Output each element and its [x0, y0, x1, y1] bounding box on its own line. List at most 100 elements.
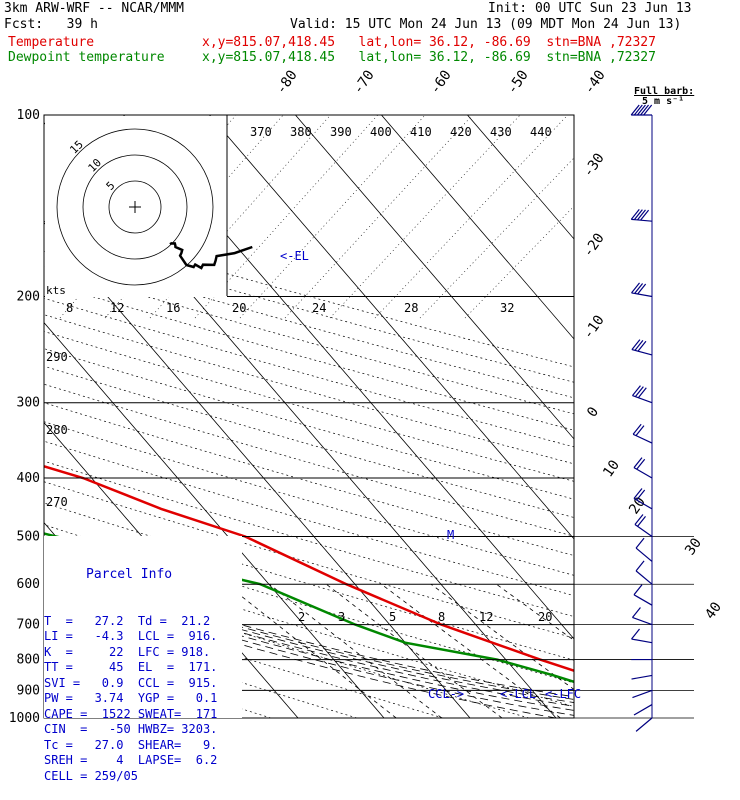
temperature-profile	[44, 464, 574, 673]
mixing-ratio-line	[269, 583, 442, 718]
hodograph-speed-label: 16	[166, 301, 180, 315]
hodograph-speed-line	[239, 115, 426, 319]
hodograph-speed-label: 32	[500, 301, 514, 315]
pressure-tick-label: 400	[17, 471, 40, 486]
temperature-location: x,y=815.07,418.45 lat,lon= 36.12, -86.69…	[202, 35, 656, 50]
theta-label: 440	[530, 125, 552, 139]
wind-barb-flag	[637, 283, 647, 295]
mixing-ratio-label: 3	[338, 610, 345, 624]
parcel-info-row: SVI = 0.9 CCL = 915.	[44, 675, 218, 690]
dewpoint-legend: Dewpoint temperature	[8, 50, 165, 65]
valid-time: Valid: 15 UTC Mon 24 Jun 13 (09 MDT Mon …	[290, 17, 682, 32]
wind-barb	[635, 717, 653, 732]
dry-adiabat-line	[44, 221, 574, 368]
parcel-info-row: T = 27.2 Td = 21.2	[44, 613, 211, 628]
wind-barb-flag	[634, 283, 644, 294]
wind-barb-flag	[631, 385, 641, 396]
dry-adiabat-line	[44, 546, 574, 707]
wind-barb-flag	[635, 425, 645, 436]
parcel-info-row: CAPE = 1522 SWEAT= 171	[44, 706, 218, 721]
theta-left-label: 270	[46, 495, 68, 509]
mixing-ratio-label: 20	[538, 610, 552, 624]
right-temperature-tick-label: -10	[580, 312, 608, 342]
dewpoint-location: x,y=815.07,418.45 lat,lon= 36.12, -86.69…	[202, 50, 656, 65]
pressure-tick-label: 200	[17, 290, 40, 305]
parcel-info-row: LI = -4.3 LCL = 916.	[44, 629, 218, 643]
parcel-info-row: K = 22 LFC = 918.	[44, 644, 211, 659]
pressure-tick-label: 800	[17, 653, 40, 668]
wind-barb-flag	[633, 488, 643, 499]
parcel-info-row: TT = 45 EL = 171.	[44, 660, 218, 674]
wind-barb-flag	[631, 607, 641, 618]
theta-left-label: 280	[46, 423, 68, 437]
hodograph-speed-line	[329, 115, 521, 319]
wind-barb	[631, 674, 653, 680]
hodograph-ring	[56, 128, 214, 286]
hodograph-trace	[169, 241, 253, 270]
pressure-tick-label: 100	[17, 108, 40, 123]
top-temperature-tick-label: -50	[504, 67, 532, 97]
pressure-tick-label: 300	[17, 396, 40, 411]
pressure-tick-label: 600	[17, 577, 40, 592]
parcel-info-title: Parcel Info	[86, 567, 173, 582]
wind-barb-flag	[633, 104, 643, 116]
theta-left-label: 290	[46, 350, 68, 364]
pressure-tick-label: 700	[17, 618, 40, 633]
hodograph-speed-label: 28	[404, 301, 418, 315]
top-temperature-tick-label: -70	[350, 67, 378, 97]
wind-barb	[633, 704, 653, 716]
right-temperature-tick-label: -20	[580, 230, 608, 260]
right-temperature-tick-label: 10	[600, 457, 623, 480]
hodograph-speed-line	[194, 115, 379, 319]
dry-adiabat-line	[44, 314, 574, 465]
right-temperature-tick-label: -30	[580, 150, 608, 180]
wind-barb-flag	[637, 387, 647, 399]
right-temperature-tick-label: 30	[682, 535, 705, 558]
mixing-ratio-label: 8	[438, 610, 445, 624]
temperature-legend: Temperature	[8, 35, 95, 50]
wind-barb-flag	[633, 457, 643, 469]
parcel-info-background	[44, 536, 242, 718]
hodograph-units-label: kts	[46, 284, 66, 297]
isotherm-line	[209, 115, 574, 540]
wind-barb-flag	[637, 340, 647, 352]
wind-barb-flag	[637, 515, 646, 527]
wind-barb	[631, 348, 653, 356]
wind-barb-flag	[634, 514, 644, 525]
pressure-tick-label: 900	[17, 683, 40, 698]
right-temperature-tick-label: 40	[702, 599, 725, 622]
parcel-info-row: PW = 3.74 YGP = 0.1	[44, 691, 218, 705]
mixing-ratio-line	[326, 583, 503, 718]
mixing-ratio-label: 5	[389, 610, 396, 624]
lcl-marker: <-LCL	[500, 687, 536, 701]
wind-barb-flag	[633, 584, 643, 596]
dry-adiabat-line	[44, 348, 574, 500]
wind-barb-flag	[634, 386, 644, 398]
wind-barb	[635, 570, 653, 585]
wind-barb-flag	[635, 537, 645, 549]
top-temperature-tick-label: -80	[273, 67, 301, 97]
plot-frame	[43, 114, 575, 719]
lfc-marker: <-LFC	[545, 687, 581, 701]
wind-barb-flag	[640, 209, 650, 221]
wind-barb-flag	[631, 339, 641, 350]
wind-barb-flag	[631, 282, 640, 294]
dry-adiabat-line	[44, 281, 574, 431]
wind-barb	[631, 638, 653, 644]
top-temperature-tick-label: -40	[581, 67, 609, 97]
mixing-ratio-label: 12	[479, 610, 493, 624]
forecast-hour: Fcst: 39 h	[4, 17, 98, 32]
model-title: 3km ARW-WRF -- NCAR/MMM	[4, 1, 185, 16]
theta-label: 430	[490, 125, 512, 139]
right-temperature-tick-label: 0	[584, 404, 602, 420]
theta-label: 420	[450, 125, 472, 139]
isotherm-line	[467, 115, 574, 240]
wind-barb	[632, 689, 653, 699]
theta-label: 380	[290, 125, 312, 139]
wind-barb-flag	[635, 560, 645, 572]
hodograph-speed-label: 8	[66, 301, 73, 315]
barb-legend-units: 5 m s⁻¹	[642, 96, 684, 107]
isotherm-line	[44, 222, 471, 718]
dry-adiabat-line	[44, 250, 574, 399]
